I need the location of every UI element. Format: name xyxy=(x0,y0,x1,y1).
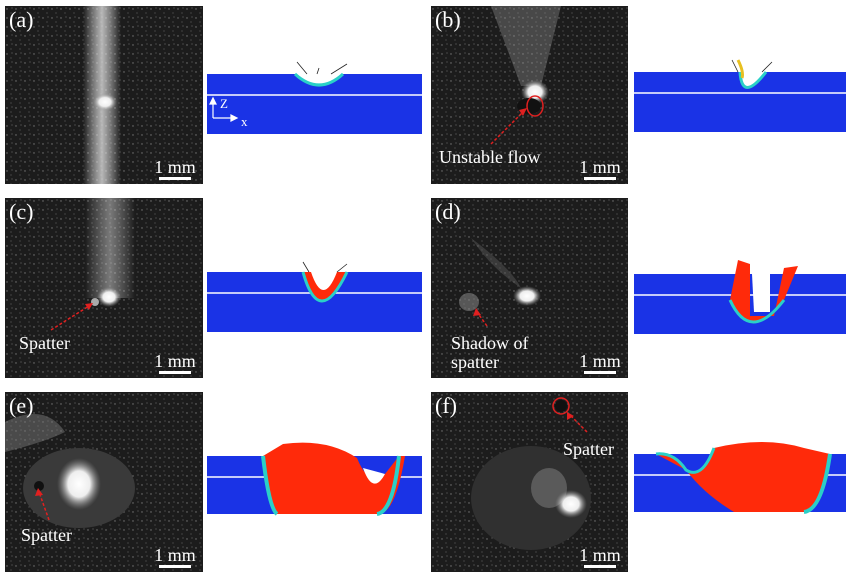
photo-b-image xyxy=(431,6,628,184)
scale-bar-a-line xyxy=(159,177,191,180)
simulation-e-image xyxy=(207,442,422,516)
photo-f-image xyxy=(431,392,628,572)
photo-f: (f) Spatter 1 mm xyxy=(431,392,628,572)
scale-bar-d-line xyxy=(584,371,616,374)
annotation-spatter-c: Spatter xyxy=(19,333,70,353)
simulation-b-image xyxy=(634,59,846,132)
simulation-c-image xyxy=(207,261,422,332)
scale-bar-d-text: 1 mm xyxy=(579,351,621,371)
photo-c-image xyxy=(5,198,203,378)
scale-bar-f-text: 1 mm xyxy=(579,545,621,565)
annotation-shadow-line-2: spatter xyxy=(451,352,499,372)
annotation-shadow-line-1: Shadow of xyxy=(451,333,529,353)
annotation-spatter-f: Spatter xyxy=(563,439,614,459)
photo-b: (b) Unstable flow 1 mm xyxy=(431,6,628,184)
scale-bar-c-text: 1 mm xyxy=(154,351,196,371)
photo-e: (e) Spatter 1 mm xyxy=(5,392,203,572)
axis-z-label: Z xyxy=(220,96,228,111)
photo-a-image xyxy=(5,6,203,184)
photo-c: (c) Spatter 1 mm xyxy=(5,198,203,378)
annotation-spatter-e: Spatter xyxy=(21,525,72,545)
scale-bar-a-text: 1 mm xyxy=(154,157,196,177)
annotation-shadow-of-spatter: Shadow of spatter xyxy=(451,334,529,372)
axis-triad-a xyxy=(209,96,239,122)
scale-bar-f: 1 mm xyxy=(578,546,622,568)
simulation-f xyxy=(634,434,846,514)
panel-b-label: (b) xyxy=(435,7,461,32)
panel-d-label: (d) xyxy=(435,199,461,224)
photo-d: (d) Shadow of spatter 1 mm xyxy=(431,198,628,378)
simulation-d xyxy=(634,260,846,336)
scale-bar-d: 1 mm xyxy=(578,352,622,374)
panel-a-label: (a) xyxy=(9,7,34,32)
scale-bar-f-line xyxy=(584,565,616,568)
annotation-unstable-flow: Unstable flow xyxy=(439,147,541,167)
simulation-b xyxy=(634,58,846,134)
scale-bar-a: 1 mm xyxy=(153,158,197,180)
scale-bar-b-line xyxy=(584,177,616,180)
scale-bar-c: 1 mm xyxy=(153,352,197,374)
simulation-d-image xyxy=(634,260,846,334)
scale-bar-b: 1 mm xyxy=(578,158,622,180)
scale-bar-b-text: 1 mm xyxy=(579,157,621,177)
photo-a: (a) 1 mm xyxy=(5,6,203,184)
scale-bar-e: 1 mm xyxy=(153,546,197,568)
simulation-f-image xyxy=(634,442,846,514)
simulation-e xyxy=(207,438,422,516)
axis-x-label: x xyxy=(241,114,248,129)
panel-c-label: (c) xyxy=(9,199,34,224)
photo-e-image xyxy=(5,392,203,572)
panel-f-label: (f) xyxy=(435,393,457,418)
panel-e-label: (e) xyxy=(9,393,34,418)
simulation-a-image: Z x xyxy=(207,61,422,134)
scale-bar-c-line xyxy=(159,371,191,374)
scale-bar-e-text: 1 mm xyxy=(154,545,196,565)
scale-bar-e-line xyxy=(159,565,191,568)
simulation-a: Z x xyxy=(207,60,422,136)
photo-d-image xyxy=(431,198,628,378)
simulation-c xyxy=(207,258,422,334)
